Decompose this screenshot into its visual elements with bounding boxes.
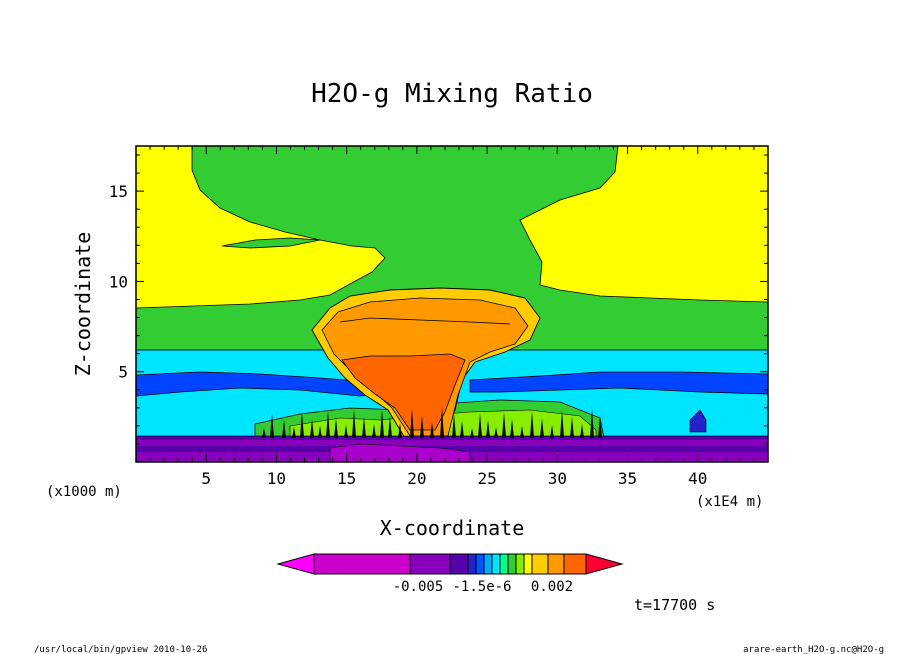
colorbar-swatch (523, 553, 533, 575)
convection-spike (598, 416, 602, 438)
convection-spike (570, 417, 574, 438)
convection-spike (502, 412, 506, 438)
colorbar: -0.005 -1.5e-6 0.002 (276, 553, 624, 595)
y-tick-label: 10 (109, 272, 128, 291)
convection-spike (420, 415, 424, 438)
colorbar-swatch (483, 553, 493, 575)
convection-spike (510, 419, 514, 438)
x-tick-label: 10 (267, 469, 286, 488)
convection-spike (270, 413, 274, 438)
colorbar-tick-label: -1.5e-6 (452, 579, 511, 595)
colorbar-over-arrow (585, 553, 624, 575)
convection-spike (326, 411, 330, 438)
chart-title: H2O-g Mixing Ratio (311, 79, 593, 109)
x-tick-label: 35 (618, 469, 637, 488)
convection-spike (300, 412, 304, 438)
colorbar-swatch (313, 553, 411, 575)
convection-spike (494, 427, 498, 438)
convection-spike (440, 407, 444, 438)
colorbar-swatch (475, 553, 485, 575)
convection-spike (310, 419, 314, 438)
colorbar-swatch (409, 553, 451, 575)
x-axis-label: X-coordinate (380, 516, 525, 540)
region-green-patch (221, 237, 321, 249)
colorbar-tick-label: 0.002 (531, 579, 573, 595)
y-axis-label: Z-coordinate (71, 232, 95, 377)
colorbar-under-arrow (276, 553, 315, 575)
convection-spike (262, 428, 266, 438)
convection-spike (380, 409, 384, 438)
convection-spike (388, 416, 392, 438)
colorbar-swatch (515, 553, 525, 575)
x-tick-label: 20 (407, 469, 426, 488)
convection-spike (334, 418, 338, 438)
convection-spike (410, 408, 414, 438)
convection-spike (560, 410, 564, 438)
x-tick-label: 30 (548, 469, 567, 488)
colorbar-swatch (563, 553, 587, 575)
x-unit-left: (x1000 m) (46, 484, 122, 500)
footer-left: /usr/local/bin/gpview 2010-10-26 (34, 645, 207, 654)
colorbar-swatch (491, 553, 501, 575)
convection-spike (452, 414, 456, 438)
plot-frame (135, 145, 769, 463)
convection-spike (372, 424, 376, 438)
convection-spike (460, 421, 464, 438)
convection-spike (344, 425, 348, 438)
plot-area (136, 146, 768, 462)
colorbar-swatch (499, 553, 509, 575)
convection-spike (398, 423, 402, 438)
region-plume-core (341, 353, 466, 431)
convection-spike (540, 418, 544, 438)
plume-contour (339, 317, 511, 325)
footer-right: arare-earth_H2O-g.nc@H2O-g (743, 645, 884, 654)
x-tick-label: 40 (688, 469, 707, 488)
convection-spike (550, 425, 554, 438)
convection-spike (530, 411, 534, 438)
y-tick-label: 5 (118, 363, 128, 382)
convection-spike (520, 426, 524, 438)
x-unit-right: (x1E4 m) (696, 494, 763, 510)
convection-spike (486, 420, 490, 438)
convection-spike (478, 413, 482, 438)
x-tick-label: 15 (337, 469, 356, 488)
axes: 5 10 15 20 25 30 35 40 5 10 15 (109, 145, 769, 488)
convection-spike (590, 409, 594, 438)
x-tick-label: 5 (201, 469, 211, 488)
convection-spike (292, 427, 296, 438)
time-label: t=17700 s (634, 596, 715, 614)
convection-spike (352, 410, 356, 438)
convection-spike (470, 428, 474, 438)
region-upper-moist-layer (136, 146, 768, 353)
colorbar-tick-label: -0.005 (393, 579, 444, 595)
convection-spike (430, 422, 434, 438)
colorbar-swatch (547, 553, 565, 575)
convection-spike (362, 417, 366, 438)
convection-spike (318, 426, 322, 438)
x-tick-label: 25 (477, 469, 496, 488)
convection-spike (580, 424, 584, 438)
convection-spike (282, 420, 286, 438)
y-tick-label: 15 (109, 182, 128, 201)
colorbar-swatch (467, 553, 477, 575)
colorbar-swatch (507, 553, 517, 575)
colorbar-swatch (531, 553, 549, 575)
colorbar-swatch (449, 553, 469, 575)
